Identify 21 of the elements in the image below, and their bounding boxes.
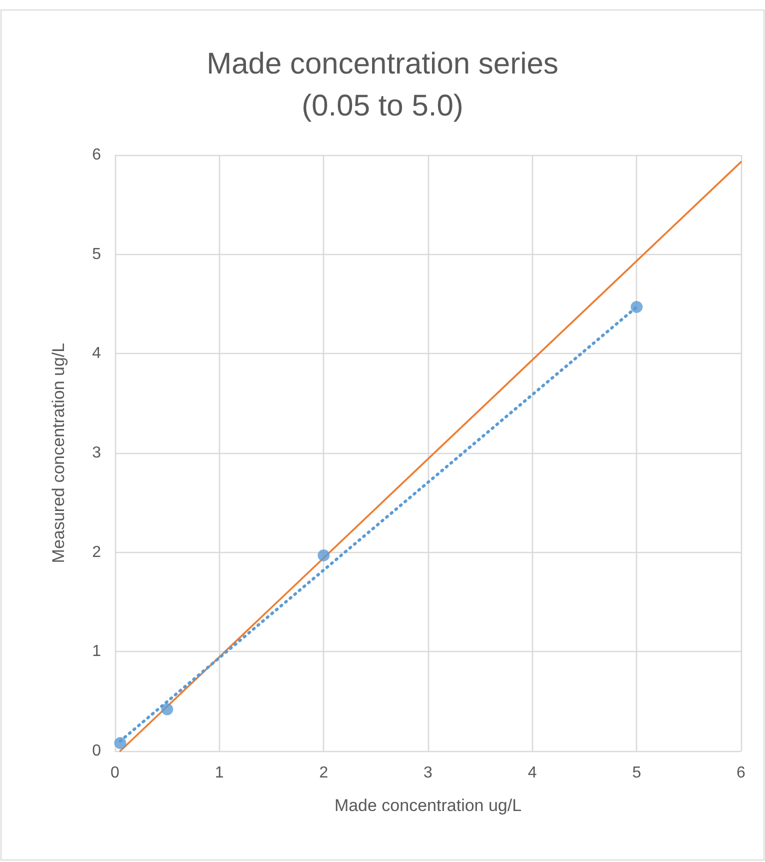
- point: [114, 737, 126, 750]
- point: [630, 300, 643, 313]
- x-tick-label: 6: [736, 764, 746, 782]
- y-tick-label: 6: [92, 146, 102, 164]
- x-axis-title: Made concentration ug/L: [334, 796, 522, 815]
- x-tick-label: 3: [424, 764, 433, 782]
- x-tick-label: 2: [319, 764, 328, 782]
- point: [161, 703, 174, 716]
- y-tick-label: 0: [92, 742, 102, 760]
- chart-title: Made concentration series (0.05 to 5.0): [206, 48, 558, 122]
- y-tick-label: 5: [92, 246, 102, 263]
- y-tick-label: 4: [92, 345, 102, 362]
- y-tick-label: 3: [92, 444, 102, 462]
- x-tick-label: 1: [214, 764, 224, 782]
- x-tick-label: 5: [632, 764, 642, 782]
- y-axis-title: Measured concentration ug/L: [49, 342, 68, 564]
- point: [318, 549, 330, 562]
- x-tick-label: 4: [528, 764, 537, 782]
- y-tick-label: 2: [92, 544, 102, 561]
- y-tick-label: 1: [92, 643, 102, 660]
- x-tick-label: 0: [110, 764, 120, 782]
